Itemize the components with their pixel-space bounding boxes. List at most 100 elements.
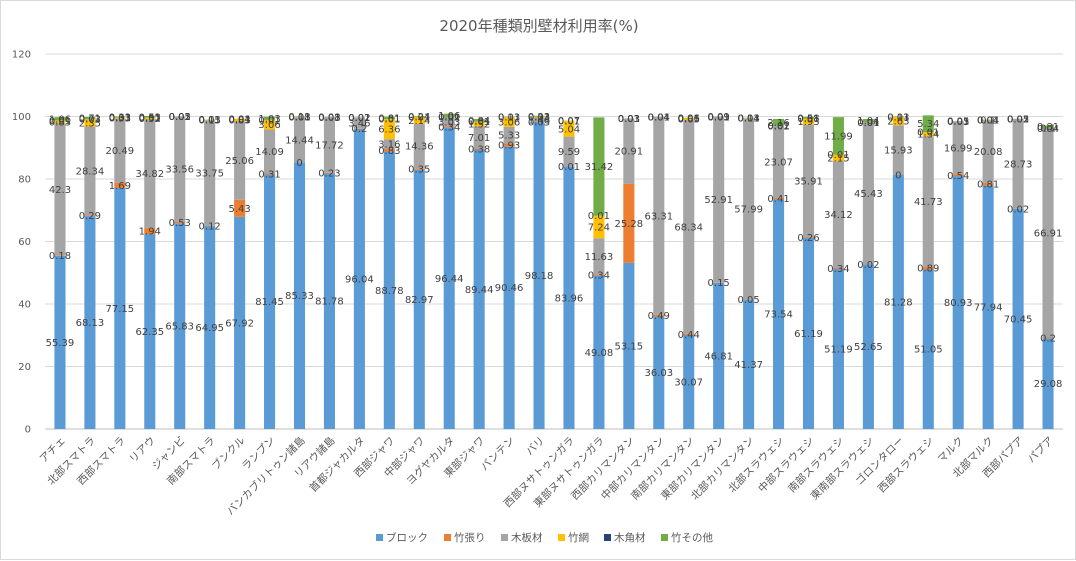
data-label-28-5: 0.13 <box>887 112 909 123</box>
data-label-20-0: 36.03 <box>644 368 673 379</box>
data-label-24-1: 0.41 <box>767 194 789 205</box>
data-label-8-5: 0.13 <box>288 112 310 123</box>
data-label-26-4: 0.01 <box>827 150 849 161</box>
data-label-33-1: 0.2 <box>1040 333 1056 344</box>
data-label-11-5: 0.81 <box>378 113 400 124</box>
data-label-21-1: 0.44 <box>678 330 700 341</box>
data-label-15-0: 90.46 <box>495 283 524 294</box>
data-label-32-2: 28.73 <box>1004 159 1033 170</box>
data-label-8-0: 85.33 <box>285 291 314 302</box>
data-label-20-2: 63.31 <box>644 211 673 222</box>
y-tick-label-2: 40 <box>18 300 31 311</box>
data-label-19-2: 20.91 <box>615 147 644 158</box>
data-label-0-5: 1.06 <box>49 114 71 125</box>
data-label-31-2: 20.08 <box>974 147 1003 158</box>
data-label-22-5: 0.09 <box>708 112 730 123</box>
data-label-3-1: 1.94 <box>139 227 161 238</box>
data-label-29-5: 5.34 <box>917 119 939 130</box>
data-label-22-2: 52.91 <box>704 195 733 206</box>
data-label-7-5: 1.03 <box>258 114 280 125</box>
data-label-18-0: 49.08 <box>585 348 614 359</box>
data-label-23-0: 41.37 <box>734 360 763 371</box>
data-label-5-5: 0.03 <box>199 115 221 126</box>
data-label-4-0: 65.83 <box>165 322 194 333</box>
data-label-5-0: 64.95 <box>195 323 224 334</box>
data-label-22-0: 46.81 <box>704 351 733 362</box>
data-label-3-5: 0.53 <box>139 112 161 123</box>
data-label-16-5: 0.33 <box>528 112 550 123</box>
data-label-15-2: 5.33 <box>498 131 520 142</box>
data-label-20-5: 0.04 <box>648 112 670 123</box>
data-label-31-1: 0.81 <box>977 180 999 191</box>
y-tick-label-1: 20 <box>18 362 31 373</box>
data-label-29-1: 0.89 <box>917 264 939 275</box>
legend-swatch-1 <box>444 534 451 541</box>
data-label-6-1: 5.43 <box>228 204 250 215</box>
legend-swatch-5 <box>661 534 668 541</box>
data-label-18-1: 0.34 <box>588 271 610 282</box>
data-label-31-0: 77.94 <box>974 303 1003 314</box>
data-label-19-5: 0.03 <box>618 114 640 125</box>
data-label-17-0: 83.96 <box>555 293 584 304</box>
data-label-0-1: 0.18 <box>49 251 71 262</box>
data-label-10-5: 0.02 <box>348 113 370 124</box>
data-label-11-0: 88.78 <box>375 286 404 297</box>
data-label-5-1: 0.12 <box>199 221 221 232</box>
data-label-24-0: 73.54 <box>764 310 793 321</box>
data-label-3-2: 34.82 <box>135 169 164 180</box>
data-label-2-1: 1.69 <box>109 181 131 192</box>
data-label-14-1: 0.38 <box>468 144 490 155</box>
data-label-7-0: 81.45 <box>255 297 284 308</box>
data-label-23-2: 57.99 <box>734 204 763 215</box>
legend-label-3: 竹網 <box>568 531 589 544</box>
data-label-7-1: 0.31 <box>258 169 280 180</box>
y-tick-label-5: 100 <box>12 112 31 123</box>
data-label-8-2: 14.44 <box>285 135 314 146</box>
data-label-27-1: 0.02 <box>857 260 879 271</box>
legend-label-0: ブロック <box>386 531 428 544</box>
data-label-6-5: 0.04 <box>228 114 250 125</box>
data-label-12-0: 82.97 <box>405 295 434 306</box>
chart-title: 2020年種類別壁材利用率(%) <box>439 17 638 35</box>
data-label-14-5: 0.84 <box>468 116 490 127</box>
bar-stacks <box>54 114 1053 429</box>
data-label-14-0: 89.44 <box>465 285 494 296</box>
data-label-33-5: 0.81 <box>1037 122 1059 133</box>
category-label-33: パプア <box>1025 435 1056 466</box>
data-label-19-0: 53.15 <box>615 341 644 352</box>
legend-label-4: 木角材 <box>614 531 646 544</box>
legend-swatch-3 <box>558 534 565 541</box>
data-label-28-2: 15.93 <box>884 146 913 157</box>
data-label-33-2: 66.91 <box>1034 228 1063 239</box>
data-label-18-3: 7.24 <box>588 222 610 233</box>
data-label-31-5: 0.1 <box>980 115 996 126</box>
legend-swatch-0 <box>376 534 383 541</box>
data-label-12-1: 0.35 <box>408 165 430 176</box>
data-label-11-3: 6.36 <box>378 125 400 136</box>
data-label-24-5: 2.16 <box>767 118 789 129</box>
legend-swatch-2 <box>501 534 508 541</box>
data-label-18-5: 31.42 <box>585 162 614 173</box>
data-label-26-5: 11.99 <box>824 131 853 142</box>
data-label-23-1: 0.05 <box>737 295 759 306</box>
data-label-8-1: 0 <box>296 158 302 169</box>
data-label-4-2: 33.56 <box>165 165 194 176</box>
data-label-26-1: 0.34 <box>827 264 849 275</box>
data-label-28-0: 81.28 <box>884 298 913 309</box>
data-label-26-2: 34.12 <box>824 210 853 221</box>
data-label-2-2: 20.49 <box>106 146 135 157</box>
gridlines <box>45 54 1063 429</box>
y-tick-label-4: 80 <box>18 175 31 186</box>
data-label-7-2: 14.09 <box>255 147 284 158</box>
data-label-16-0: 98.18 <box>525 271 554 282</box>
data-label-15-1: 0.93 <box>498 140 520 151</box>
category-label-16: バリ <box>524 435 547 458</box>
data-label-3-0: 62.35 <box>135 327 164 338</box>
data-label-27-0: 52.65 <box>854 342 883 353</box>
data-label-24-2: 23.07 <box>764 157 793 168</box>
data-label-30-1: 0.54 <box>947 171 969 182</box>
data-label-12-2: 14.36 <box>405 142 434 153</box>
data-label-30-2: 16.99 <box>944 143 973 154</box>
